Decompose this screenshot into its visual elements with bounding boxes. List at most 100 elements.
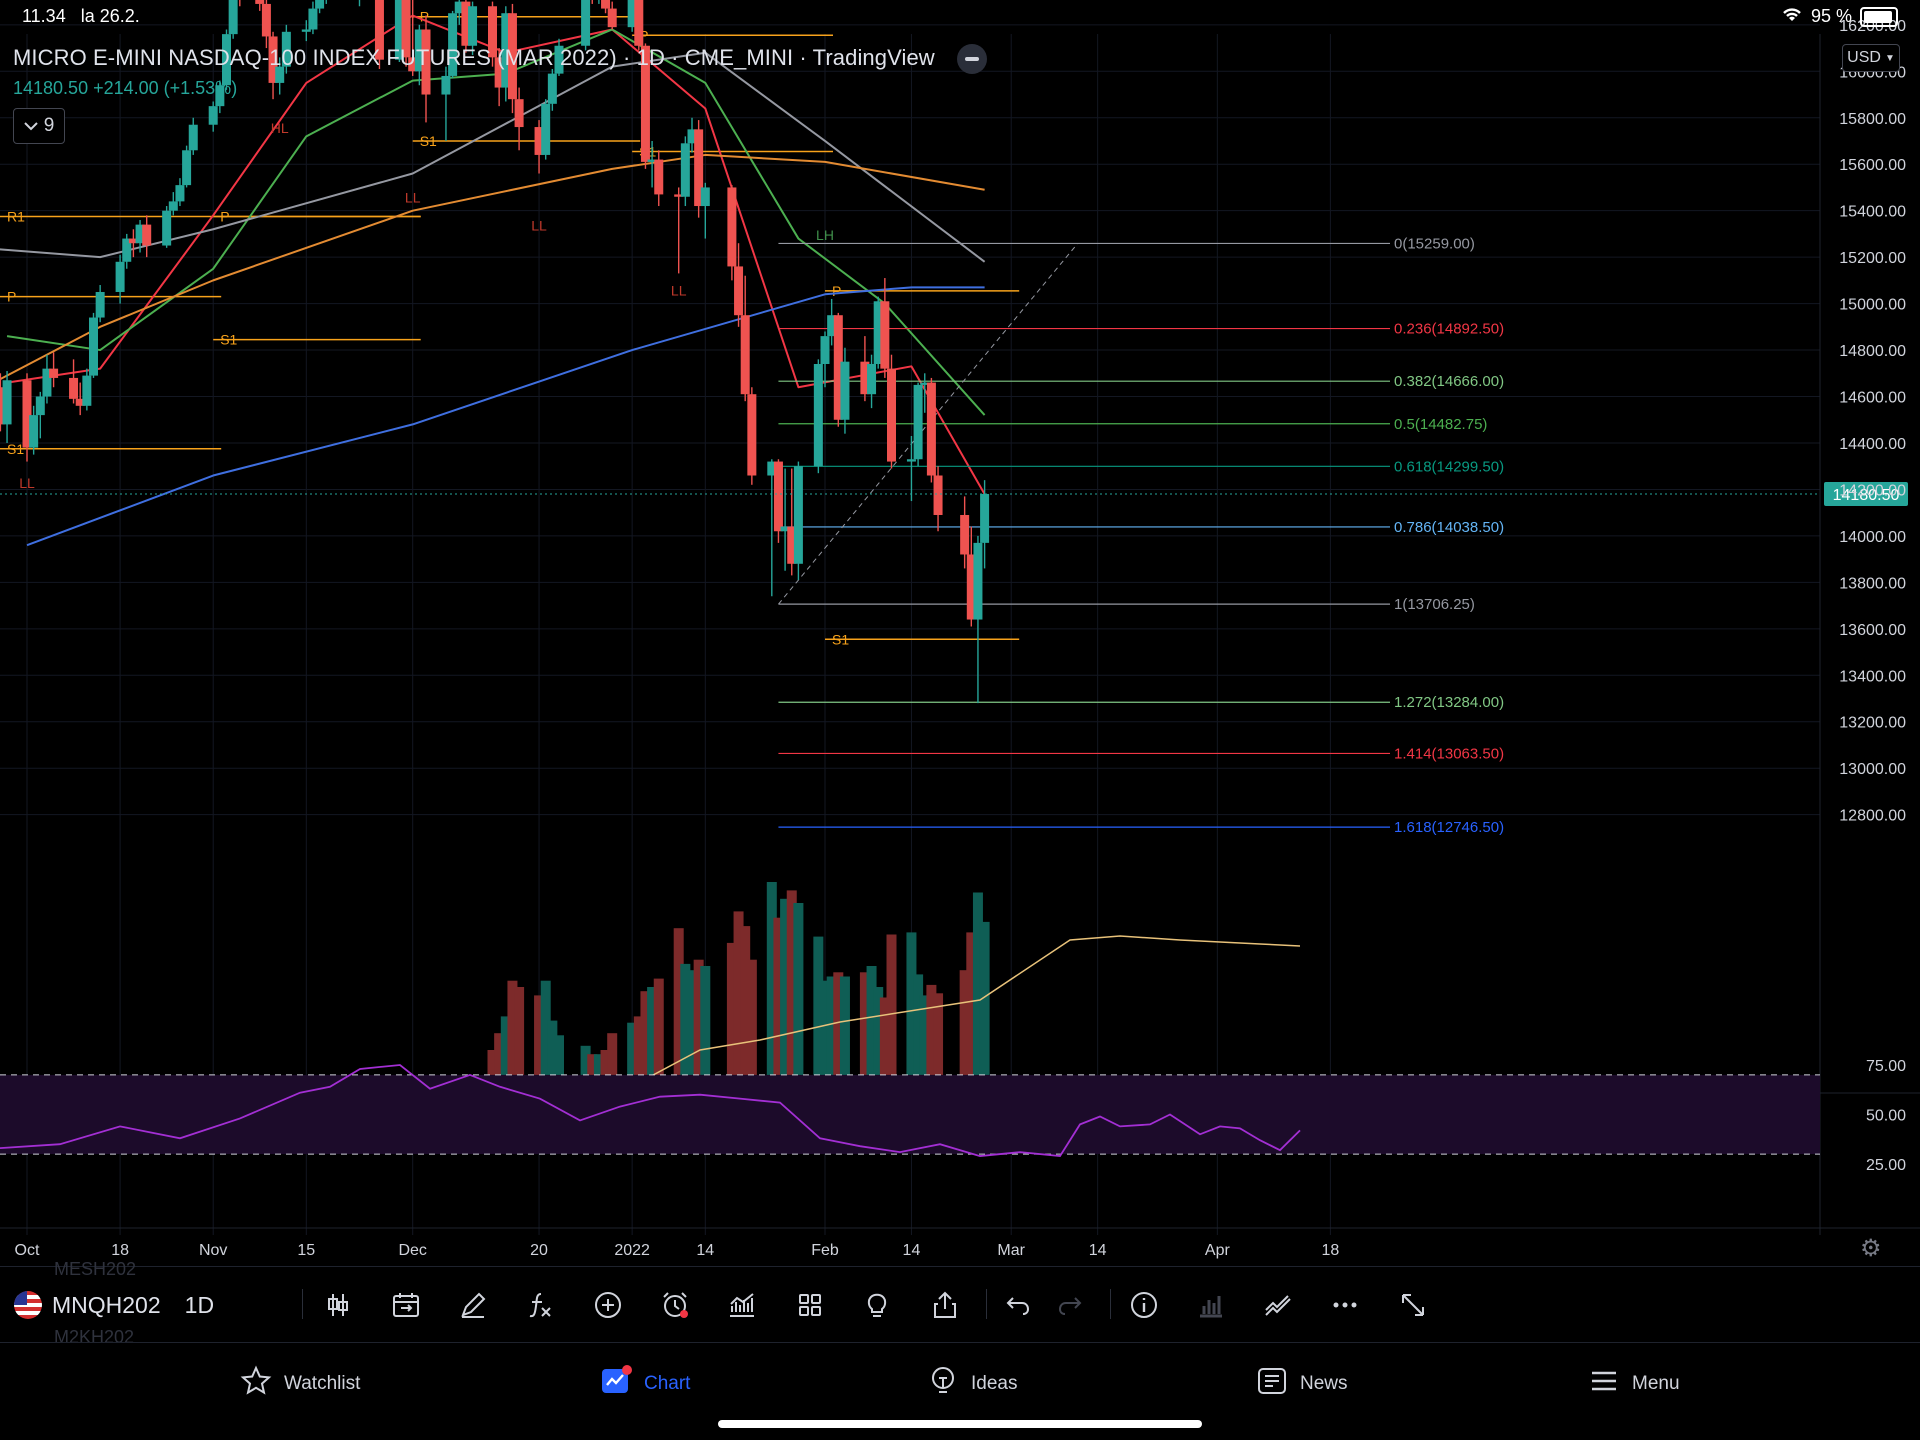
home-indicator: [718, 1420, 1202, 1428]
time-axis-label: Feb: [811, 1242, 839, 1259]
volume-bar: [919, 995, 930, 1092]
candle-body: [82, 375, 92, 406]
candle-body: [740, 315, 750, 395]
price-axis-label: 14400.00: [1839, 436, 1906, 453]
volume-bar: [766, 882, 777, 1092]
rsi-axis-label: 50.00: [1866, 1108, 1906, 1125]
candle-body: [228, 0, 238, 35]
bar-chart-icon[interactable]: [1193, 1287, 1229, 1323]
candle-body: [880, 301, 890, 369]
pivot-label: S1: [832, 631, 849, 647]
volume-bar: [966, 932, 977, 1092]
nav-watchlist-label: Watchlist: [284, 1373, 361, 1394]
volume-bar: [959, 970, 970, 1092]
nav-ideas[interactable]: Ideas: [927, 1365, 1017, 1403]
compare-replay-icon[interactable]: [388, 1287, 424, 1323]
layout-grid-icon[interactable]: [792, 1287, 828, 1323]
alert-clock-icon[interactable]: [657, 1287, 693, 1323]
star-icon: [240, 1365, 272, 1403]
candle-body: [674, 194, 684, 197]
candle-body: [394, 0, 404, 60]
volume-bar: [607, 1033, 618, 1092]
nav-watchlist[interactable]: Watchlist: [240, 1365, 360, 1403]
lightbulb-icon: [927, 1365, 959, 1403]
price-chart[interactable]: R1PS1R1PS1R1PS1R1PS1R1PS10(15259.00)0.23…: [0, 0, 1920, 1266]
swing-label: LH: [816, 227, 834, 243]
candle-body: [727, 187, 737, 267]
candle-body: [780, 526, 790, 532]
undo-icon[interactable]: [1000, 1287, 1036, 1323]
candle-body: [887, 368, 896, 462]
candle-body: [980, 493, 990, 543]
candle-body: [448, 13, 458, 76]
fib-level-label: 0.382(14666.00): [1394, 373, 1504, 390]
price-axis-label: 13200.00: [1839, 715, 1906, 732]
indicators-fx-icon[interactable]: [522, 1287, 558, 1323]
candle-body: [554, 45, 564, 74]
candle-body: [208, 106, 218, 125]
strategy-chart-icon[interactable]: [724, 1287, 760, 1323]
share-icon[interactable]: [927, 1287, 963, 1323]
nav-menu[interactable]: Menu: [1588, 1365, 1680, 1403]
time-axis-label: 14: [1089, 1242, 1107, 1259]
candle-body: [168, 201, 178, 211]
chart-settings-gear-icon[interactable]: ⚙: [1860, 1235, 1882, 1262]
interval-button[interactable]: 1D: [184, 1291, 215, 1318]
candle-body: [933, 475, 943, 515]
candle-body: [966, 554, 976, 620]
rsi-band: [0, 1074, 1820, 1155]
candle-body: [414, 29, 424, 72]
candle-body: [926, 382, 936, 476]
price-axis-label: 14200.00: [1839, 482, 1906, 499]
fib-level-label: 0.236(14892.50): [1394, 321, 1504, 338]
candle-body: [680, 143, 690, 197]
last-price-label: 14180.50: [1833, 487, 1900, 504]
time-axis-label: 15: [297, 1242, 315, 1259]
fullscreen-expand-icon[interactable]: [1395, 1287, 1431, 1323]
volume-bar: [813, 936, 824, 1092]
price-axis-label: 13600.00: [1839, 622, 1906, 639]
candle-body: [408, 57, 418, 72]
wifi-icon: [1781, 6, 1803, 27]
candle-body: [468, 6, 478, 46]
nav-chart[interactable]: Chart: [600, 1365, 690, 1403]
volume-bar: [859, 972, 870, 1092]
time-axis-label: 18: [1322, 1242, 1340, 1259]
volume-bar: [873, 987, 884, 1092]
moving-average-line: [0, 51, 986, 263]
chart-title: MICRO E-MINI NASDAQ-100 INDEX FUTURES (M…: [13, 44, 935, 70]
fib-level-label: 0(15259.00): [1394, 235, 1475, 252]
idea-lightbulb-icon[interactable]: [859, 1287, 895, 1323]
time-axis-label: Dec: [398, 1242, 426, 1259]
candle-body: [421, 29, 431, 95]
symbol-selector[interactable]: MNQH202 1D: [14, 1291, 214, 1319]
status-right: 95 %: [1781, 6, 1898, 27]
candle-body: [494, 57, 504, 88]
candles-type-icon[interactable]: [320, 1287, 356, 1323]
volume-bar: [514, 987, 525, 1092]
candle-body: [873, 301, 883, 364]
volume-bar: [933, 993, 944, 1092]
candle-body: [860, 361, 870, 395]
redo-icon[interactable]: [1052, 1287, 1088, 1323]
pivot-label: P: [832, 283, 841, 299]
currency-select[interactable]: USD ▼: [1842, 44, 1900, 72]
volume-bar: [640, 991, 651, 1092]
add-plus-icon[interactable]: [590, 1287, 626, 1323]
fib-level-label: 0.786(14038.50): [1394, 519, 1504, 536]
us-flag-icon: [14, 1291, 42, 1319]
collapse-legend-button[interactable]: [956, 44, 987, 74]
nav-news[interactable]: News: [1256, 1365, 1348, 1403]
info-icon[interactable]: [1126, 1287, 1162, 1323]
chart-tab-icon: [600, 1365, 632, 1403]
time-axis-label: Apr: [1205, 1242, 1231, 1259]
symbol-name: MNQH202: [52, 1291, 161, 1318]
more-options-icon[interactable]: [1327, 1287, 1363, 1323]
time-axis-label: 2022: [614, 1242, 650, 1259]
fib-level-label: 0.5(14482.75): [1394, 416, 1487, 433]
indicators-toggle[interactable]: 9: [13, 108, 65, 144]
trading-panel-icon[interactable]: [1260, 1287, 1296, 1323]
chevron-down-icon: [23, 115, 38, 137]
drawing-pen-icon[interactable]: [455, 1287, 491, 1323]
fib-level-label: 1.272(13284.00): [1394, 694, 1504, 711]
